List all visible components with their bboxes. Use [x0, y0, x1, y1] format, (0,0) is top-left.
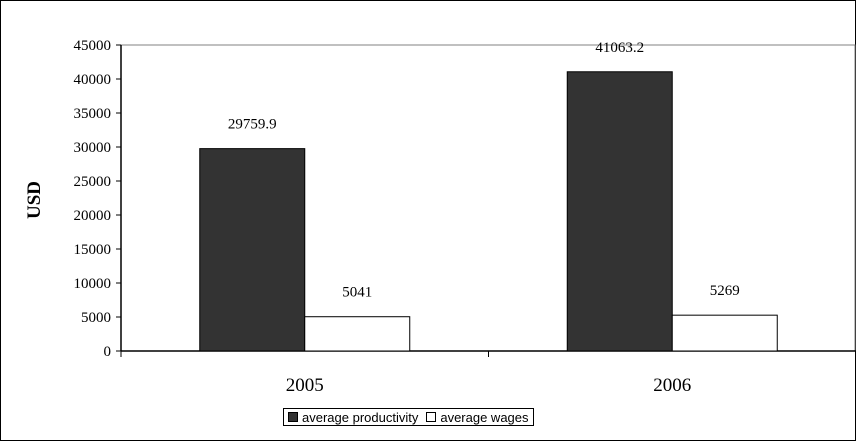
y-axis-label: USD — [24, 181, 45, 219]
bar — [199, 148, 306, 352]
y-tick-label: 30000 — [74, 140, 112, 156]
data-label: 41063.2 — [595, 40, 644, 56]
y-tick-label: 25000 — [74, 174, 112, 190]
y-tick-label: 10000 — [74, 276, 112, 292]
data-labels: 29759.9 41063.2 5041 5269 — [228, 40, 740, 301]
axes: 0 5000 10000 15000 20000 25000 30000 35000 40000… — [74, 38, 856, 396]
legend-label-productivity: average productivity — [302, 409, 419, 425]
bar — [304, 316, 411, 352]
legend-swatch-wages — [426, 412, 437, 422]
legend-item-productivity: average productivity — [288, 410, 418, 425]
data-label: 29759.9 — [228, 117, 277, 133]
bar — [566, 71, 673, 352]
legend-swatch-productivity — [288, 412, 298, 422]
legend-item-wages: average wages — [426, 409, 529, 425]
data-label: 5041 — [342, 285, 372, 301]
y-tick-label: 5000 — [81, 310, 111, 326]
y-tick-label: 0 — [104, 344, 112, 360]
legend-label-wages: average wages — [440, 409, 529, 425]
bars — [199, 71, 778, 352]
y-tick-label: 15000 — [74, 242, 112, 258]
data-label: 5269 — [710, 283, 740, 299]
y-tick-label: 45000 — [74, 38, 112, 54]
y-tick-label: 35000 — [74, 106, 112, 122]
y-tick-label: 20000 — [74, 208, 112, 224]
legend: average productivity average wages — [283, 408, 534, 426]
x-tick-label: 2005 — [286, 375, 324, 396]
y-tick-label: 40000 — [74, 72, 112, 88]
x-tick-label: 2006 — [653, 375, 691, 396]
bar — [671, 314, 778, 352]
